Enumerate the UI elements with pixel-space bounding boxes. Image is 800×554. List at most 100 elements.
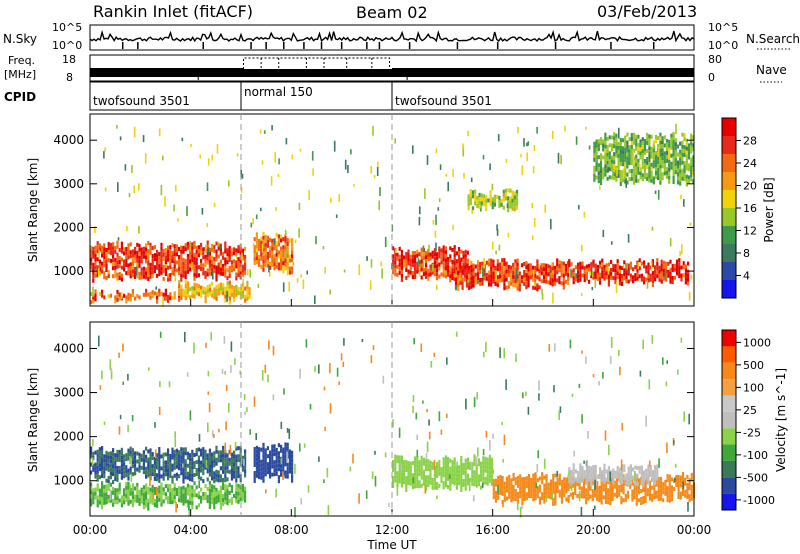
heatmap-cell xyxy=(668,147,671,152)
heatmap-cell xyxy=(627,474,630,479)
heatmap-cell xyxy=(428,244,430,252)
heatmap-cell xyxy=(447,181,449,192)
heatmap-cell xyxy=(553,385,555,393)
heatmap-cell xyxy=(379,187,381,197)
heatmap-cell xyxy=(169,253,172,258)
heatmap-cell xyxy=(600,488,603,493)
heatmap-cell xyxy=(101,293,104,298)
heatmap-cell xyxy=(491,473,494,478)
heatmap-cell xyxy=(159,331,162,338)
heatmap-cell xyxy=(462,262,465,267)
heatmap-cell xyxy=(477,447,479,457)
heatmap-cell xyxy=(215,292,218,297)
heatmap-cell xyxy=(204,287,207,292)
heatmap-cell xyxy=(540,263,543,268)
heatmap-cell xyxy=(213,295,216,300)
heatmap-cell xyxy=(651,335,654,344)
heatmap-cell xyxy=(233,267,236,272)
heatmap-cell xyxy=(662,486,665,491)
heatmap-cell xyxy=(405,275,408,280)
heatmap-cell xyxy=(472,267,475,272)
heatmap-cell xyxy=(171,267,174,271)
heatmap-cell xyxy=(420,483,423,488)
heatmap-cell xyxy=(613,164,616,169)
heatmap-cell xyxy=(503,497,506,502)
heatmap-cell xyxy=(464,474,467,479)
heatmap-cell xyxy=(277,475,280,480)
heatmap-cell xyxy=(620,488,623,493)
heatmap-cell xyxy=(90,292,93,297)
heatmap-cell xyxy=(578,485,581,490)
colorbar-swatch xyxy=(722,460,736,478)
heatmap-cell xyxy=(585,264,588,269)
heatmap-cell xyxy=(519,486,522,491)
heatmap-cell xyxy=(131,483,134,488)
heatmap-cell xyxy=(618,350,620,357)
heatmap-cell xyxy=(433,268,436,273)
heatmap-cell xyxy=(208,464,211,469)
heatmap-cell xyxy=(173,449,176,454)
heatmap-cell xyxy=(650,162,653,167)
heatmap-cell xyxy=(432,263,434,272)
colorbar-swatch xyxy=(722,477,736,494)
heatmap-cell xyxy=(167,496,170,501)
heatmap-cell xyxy=(523,497,526,501)
heatmap-cell xyxy=(392,460,395,464)
heatmap-cell xyxy=(233,450,236,455)
heatmap-cell xyxy=(466,465,469,470)
heatmap-cell xyxy=(269,245,272,250)
heatmap-cell xyxy=(215,477,218,482)
heatmap-cell xyxy=(562,269,565,274)
heatmap-cell xyxy=(208,492,211,497)
heatmap-cell xyxy=(269,253,272,258)
heatmap-cell xyxy=(516,502,519,511)
heatmap-cell xyxy=(483,258,485,269)
heatmap-cell xyxy=(147,486,150,491)
heatmap-cell xyxy=(208,291,212,296)
heatmap-cell xyxy=(505,488,509,493)
heatmap-cell xyxy=(588,145,591,150)
heatmap-cell xyxy=(275,455,278,460)
heatmap-cell xyxy=(191,290,194,295)
heatmap-cell xyxy=(291,270,294,275)
heatmap-cell xyxy=(213,475,216,480)
heatmap-cell xyxy=(556,477,559,482)
heatmap-cell xyxy=(615,494,619,499)
heatmap-cell xyxy=(615,145,618,150)
heatmap-cell xyxy=(496,283,499,288)
heatmap-cell xyxy=(140,465,143,470)
heatmap-cell xyxy=(228,469,231,474)
heatmap-cell xyxy=(645,269,648,274)
heatmap-cell xyxy=(650,178,653,183)
heatmap-cell xyxy=(394,474,397,479)
heatmap-cell xyxy=(447,272,450,277)
heatmap-cell xyxy=(94,253,97,258)
heatmap-cell xyxy=(118,453,121,458)
heatmap-cell xyxy=(495,250,497,255)
heatmap-cell xyxy=(527,474,531,478)
heatmap-cell xyxy=(634,465,637,470)
heatmap-cell xyxy=(158,288,161,293)
heatmap-cell xyxy=(632,279,635,284)
heatmap-cell xyxy=(480,205,483,209)
heatmap-cell xyxy=(96,461,99,466)
heatmap-cell xyxy=(480,201,483,206)
colorbar-swatch xyxy=(722,118,736,136)
heatmap-cell xyxy=(449,258,452,263)
heatmap-cell xyxy=(609,497,612,502)
heatmap-cell xyxy=(235,260,238,265)
heatmap-cell xyxy=(652,164,655,169)
heatmap-cell xyxy=(497,484,499,495)
heatmap-cell xyxy=(625,481,628,486)
heatmap-cell xyxy=(307,485,310,493)
heatmap-cell xyxy=(260,240,263,245)
heatmap-cell xyxy=(654,155,658,159)
heatmap-cell xyxy=(626,144,629,149)
heatmap-cell xyxy=(189,457,192,462)
heatmap-cell xyxy=(640,261,643,266)
x-tick-label: 16:00 xyxy=(475,523,510,537)
heatmap-cell xyxy=(233,263,236,268)
colorbar-tick-label: 25 xyxy=(743,404,757,417)
heatmap-cell xyxy=(540,267,543,272)
heatmap-cell xyxy=(260,459,263,464)
